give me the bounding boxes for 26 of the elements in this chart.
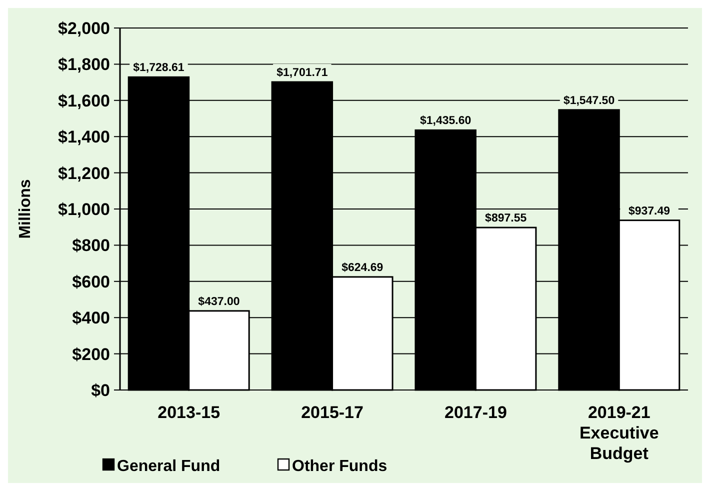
y-tick-label: $1,400 <box>58 128 110 147</box>
data-label: $1,435.60 <box>420 115 472 128</box>
x-tick-label: 2017-19 <box>444 403 507 422</box>
legend-label: General Fund <box>117 458 220 475</box>
y-tick-label: $1,000 <box>58 200 110 219</box>
data-label: $1,547.50 <box>563 94 615 107</box>
x-tick-label: 2019-21 Executive Budget <box>579 403 659 463</box>
data-label: $624.69 <box>342 262 384 274</box>
data-label: $1,728.61 <box>133 62 185 74</box>
y-tick-label: $800 <box>72 236 110 256</box>
y-tick-label: $1,800 <box>58 55 110 74</box>
y-axis-title: Millions <box>17 179 34 239</box>
data-label: $937.49 <box>628 205 670 218</box>
data-label: $897.55 <box>485 212 528 225</box>
y-tick-label: $0 <box>91 380 110 400</box>
y-tick-label: $1,200 <box>58 164 110 183</box>
y-tick-label: $600 <box>72 272 110 292</box>
data-label: $1,701.71 <box>276 66 328 79</box>
legend-label: Other Funds <box>292 458 388 475</box>
y-tick-label: $2,000 <box>58 18 110 38</box>
data-label: $437.00 <box>198 296 240 308</box>
y-tick-label: $200 <box>72 344 110 364</box>
y-tick-label: $400 <box>72 308 110 328</box>
y-tick-label: $1,600 <box>58 91 110 110</box>
x-tick-label: 2015-17 <box>301 403 364 422</box>
x-tick-label: 2013-15 <box>158 403 220 422</box>
